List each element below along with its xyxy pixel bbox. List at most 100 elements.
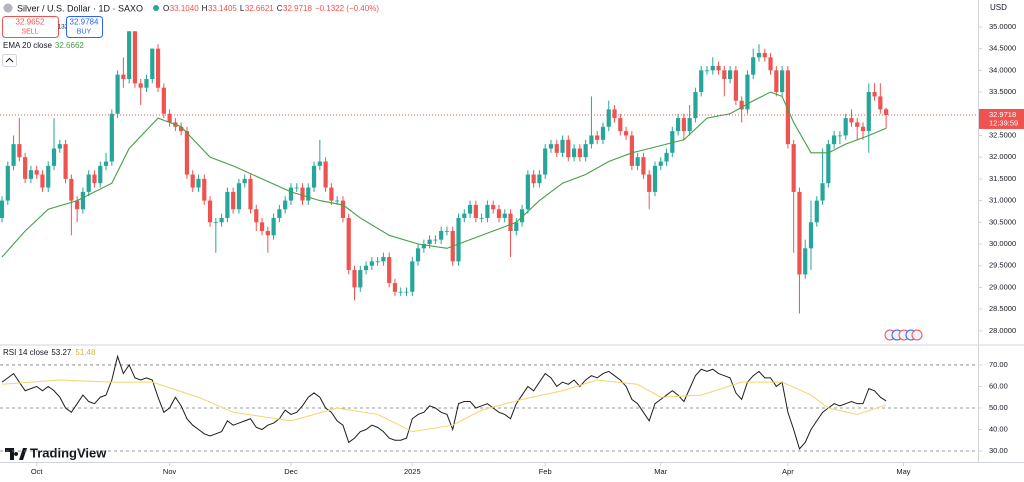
candle-body (115, 74, 120, 114)
candle-body (17, 144, 22, 158)
y-tick-label: 30.00 (989, 446, 1008, 455)
candle-body (46, 165, 51, 188)
candle-body (456, 217, 461, 262)
candle-body (404, 291, 409, 293)
candle-body (127, 31, 132, 80)
candle-body (566, 139, 571, 158)
candle-body (381, 257, 386, 262)
candle-body (277, 209, 282, 218)
x-tick-label: May (896, 467, 910, 476)
candle-body (687, 118, 692, 132)
candle-body (207, 200, 213, 223)
candle-body (5, 165, 10, 201)
candle-body (508, 213, 513, 231)
candle-body (675, 118, 681, 132)
buy-price: 32.9784 (70, 18, 99, 27)
candle-body (231, 191, 236, 210)
candle-body (768, 57, 773, 71)
candle-body (184, 131, 190, 175)
candle-body (756, 52, 762, 58)
candle-body (849, 118, 854, 123)
candle-body (543, 148, 548, 175)
candle-body (808, 222, 814, 249)
candle-body (138, 83, 143, 88)
currency[interactable]: USD (990, 3, 1007, 12)
candle-body (722, 70, 727, 80)
countdown: 12:39:59 (989, 118, 1018, 127)
buy-button[interactable] (66, 16, 103, 38)
legend-name: EMA 20 close (3, 41, 52, 50)
candle-body (161, 87, 166, 114)
y-tick-label: 30.5000 (989, 217, 1016, 226)
ohlc-key: C (277, 4, 283, 13)
candle-body (306, 187, 311, 201)
ema-line (1, 91, 887, 258)
candle-body (80, 191, 86, 210)
collapse-button[interactable] (2, 54, 17, 67)
candle-body (57, 144, 62, 149)
candle-body (554, 144, 559, 153)
candle-body (444, 230, 450, 232)
sell-button[interactable] (2, 16, 59, 38)
candle-body (612, 109, 617, 119)
candle-body (785, 70, 790, 145)
x-tick-label: Nov (163, 467, 177, 476)
y-tick-label: 30.0000 (989, 239, 1016, 248)
candle-body (51, 148, 57, 166)
symbol-title[interactable]: Silver / U.S. Dollar · 1D · SAXO (17, 3, 143, 13)
candle-body (479, 217, 484, 219)
brand-logo (5, 448, 27, 460)
candle-body (843, 118, 848, 136)
candle-body (254, 209, 259, 223)
candle-body (86, 174, 91, 192)
candle-body (0, 200, 5, 218)
candle-body (525, 174, 530, 210)
collapse-icon (5, 57, 14, 63)
candle-body (358, 270, 363, 288)
legend-value: 32.6662 (55, 41, 84, 50)
candle-body (716, 65, 721, 71)
ohlc-value: 33.1040 (170, 4, 199, 13)
candle-body (780, 70, 785, 93)
candle-body (196, 178, 201, 188)
candle-body (774, 70, 779, 93)
candle-body (710, 65, 715, 71)
candle-body (866, 92, 871, 132)
candle-body (797, 191, 802, 275)
candle-body (583, 144, 588, 158)
candle-body (421, 244, 426, 249)
candle-body (699, 70, 704, 93)
candle-body (340, 200, 346, 218)
y-tick-label: 70.00 (989, 360, 1008, 369)
y-tick-label: 29.0000 (989, 282, 1016, 291)
ohlc-value: 32.9718 (283, 4, 312, 13)
candle-body (762, 52, 767, 58)
candle-body (514, 222, 519, 231)
candle-body (814, 200, 819, 223)
candle-body (415, 248, 421, 262)
y-tick-label: 40.00 (989, 424, 1008, 433)
candle-body (884, 109, 889, 115)
ohlc-legend: O 33.1040 H 33.1405 L 32.6621 C 32.9718 −0.1322 … (163, 4, 379, 13)
y-tick-label: 31.5000 (989, 174, 1016, 183)
candle-body (693, 92, 698, 119)
candle-body (150, 48, 155, 80)
candle-body (832, 135, 837, 145)
x-tick-label: Dec (284, 467, 298, 476)
indicator-title: RSI 14 close (3, 348, 49, 357)
candle-body (271, 217, 276, 236)
candle-body (311, 165, 317, 188)
events-marker[interactable] (884, 329, 923, 341)
sell-price: 32.9652 (16, 18, 45, 27)
ohlc-key: L (240, 4, 245, 13)
candle-body (571, 148, 577, 158)
buy-label: BUY (77, 28, 92, 35)
candle-body (410, 261, 415, 292)
rsi-line (1, 354, 887, 450)
candle-body (144, 79, 149, 88)
candle-body (248, 178, 253, 210)
candle-body (739, 100, 744, 110)
candle-body (259, 222, 265, 231)
candle-body (11, 144, 16, 166)
candle-body (75, 200, 80, 210)
